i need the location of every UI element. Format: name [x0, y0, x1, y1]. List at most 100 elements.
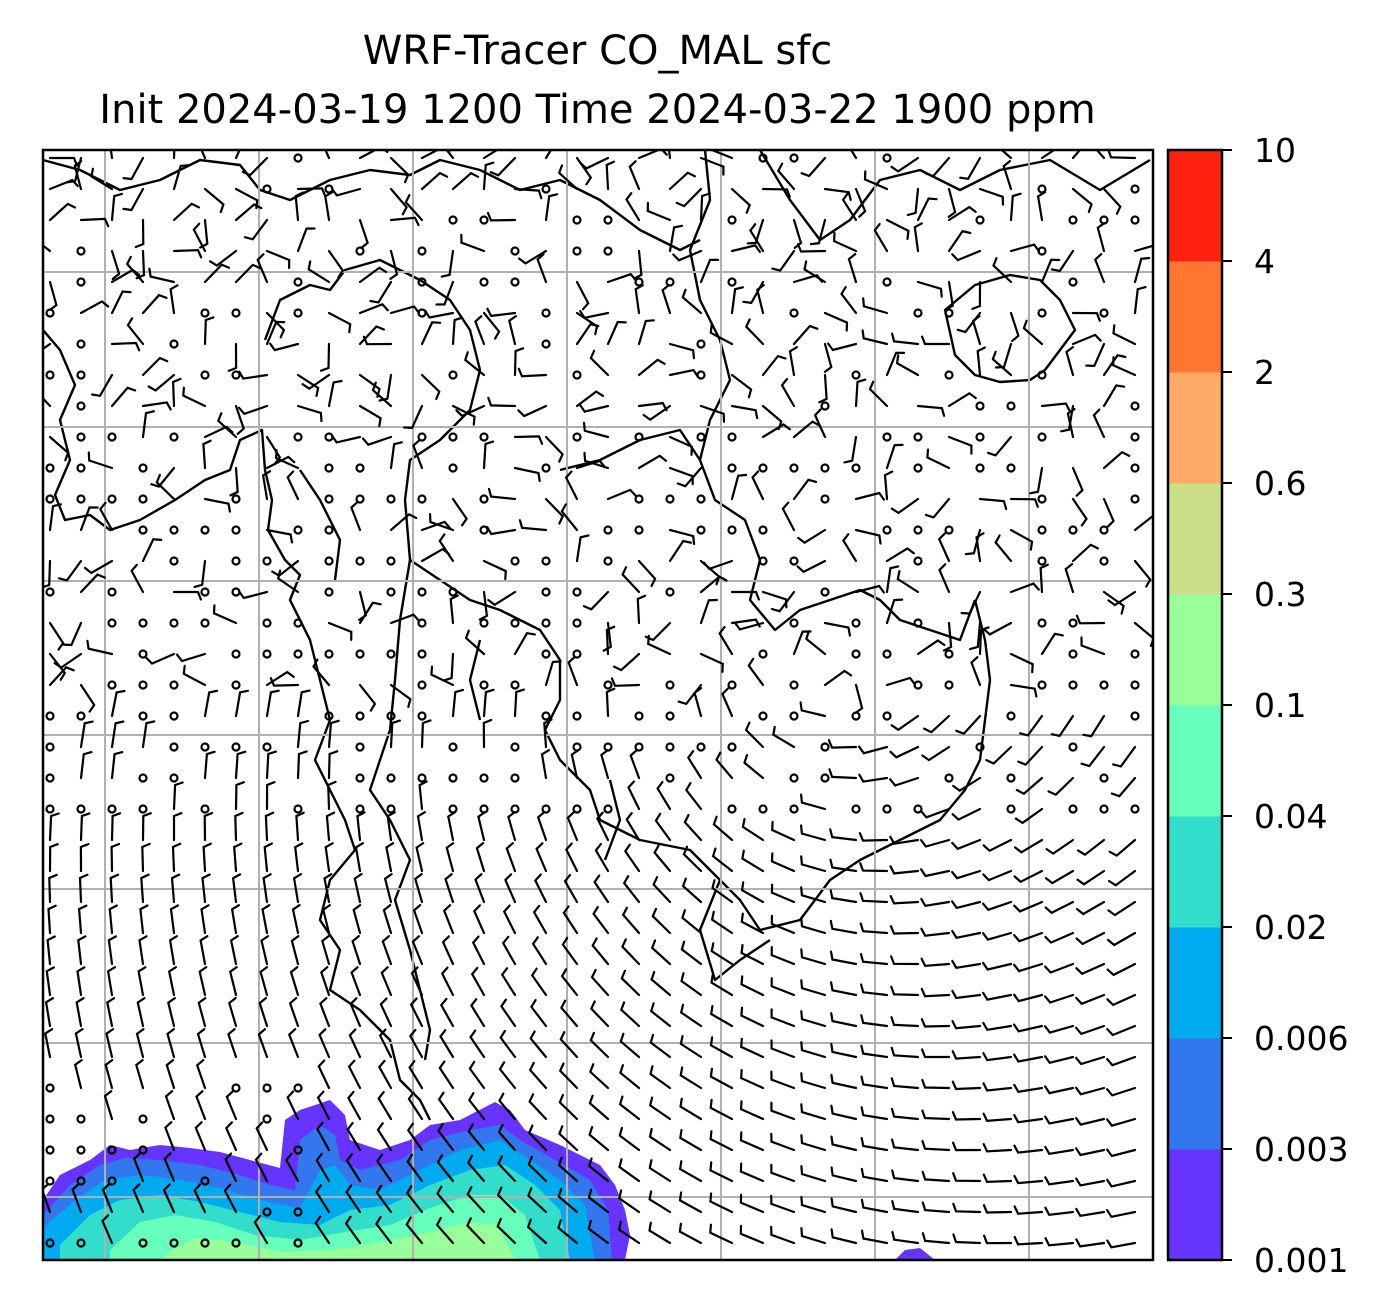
wind-barb	[858, 773, 889, 783]
calm-wind-marker	[262, 649, 272, 659]
calm-wind-marker	[231, 525, 241, 535]
calm-wind-marker	[572, 587, 582, 597]
wind-barb	[83, 559, 114, 575]
wind-barb	[1050, 249, 1075, 273]
calm-wind-marker	[665, 680, 675, 690]
wind-barb	[464, 351, 486, 377]
wind-barb	[823, 342, 833, 373]
calm-wind-marker	[107, 494, 117, 504]
wind-barb	[588, 1126, 610, 1152]
wind-barb	[103, 1090, 114, 1121]
wind-barb	[1002, 160, 1013, 191]
wind-barb	[761, 354, 787, 377]
wind-barb	[420, 321, 442, 346]
wind-barb	[412, 439, 424, 470]
calm-wind-marker	[634, 432, 644, 442]
wind-barb	[921, 1109, 951, 1121]
wind-barb	[788, 346, 798, 377]
wind-barb	[952, 1172, 982, 1183]
wind-barb	[203, 425, 234, 439]
wind-barb	[269, 677, 300, 687]
wind-barb	[772, 725, 796, 749]
calm-wind-marker	[944, 680, 954, 690]
wind-barb	[296, 227, 316, 253]
wind-barb	[854, 187, 867, 218]
wind-barb	[951, 959, 982, 970]
wind-barb	[1013, 900, 1044, 913]
wind-barb	[234, 404, 245, 435]
wind-barb	[291, 904, 301, 935]
wind-barb	[699, 575, 728, 594]
wind-barb	[327, 311, 352, 334]
wind-barb	[296, 719, 310, 749]
wind-barb	[830, 1104, 858, 1121]
wind-barb	[709, 1036, 734, 1059]
calm-wind-marker	[1130, 432, 1140, 442]
wind-barb	[234, 263, 262, 284]
map-panel	[41, 148, 1155, 1262]
calm-wind-marker	[882, 153, 892, 163]
wind-barb	[265, 689, 280, 718]
wind-barb	[91, 373, 114, 398]
wind-barb	[1071, 150, 1082, 160]
wind-barb	[951, 1020, 982, 1030]
wind-barb	[862, 297, 889, 315]
calm-wind-marker	[293, 1238, 303, 1248]
wind-barb	[590, 968, 610, 997]
wind-barb	[513, 187, 543, 200]
wind-barb	[323, 873, 333, 904]
wind-barb	[860, 1044, 889, 1059]
wind-barb	[505, 842, 517, 873]
calm-wind-marker	[45, 742, 55, 752]
calm-wind-marker	[1037, 680, 1047, 690]
wind-barb	[730, 244, 761, 254]
wind-barb	[530, 967, 548, 997]
wind-barb	[863, 170, 889, 191]
calm-wind-marker	[324, 649, 334, 659]
wind-barb	[796, 243, 827, 253]
wind-barb	[132, 1183, 145, 1214]
colorbar-tick-label: 0.001	[1254, 1241, 1348, 1280]
wind-barb	[411, 935, 424, 966]
wind-barb	[951, 838, 982, 851]
wind-barb	[730, 187, 752, 214]
calm-wind-marker	[169, 773, 179, 783]
wind-barb	[199, 935, 209, 966]
calm-wind-marker	[727, 463, 737, 473]
wind-barb	[327, 379, 343, 408]
wind-barb	[263, 842, 273, 873]
wind-barb	[751, 470, 765, 501]
wind-barb	[976, 346, 986, 377]
calm-wind-marker	[758, 804, 768, 814]
wind-barb	[575, 390, 605, 408]
wind-barb	[589, 1000, 610, 1028]
wind-barb	[709, 1223, 734, 1245]
wind-barb	[381, 935, 393, 966]
calm-wind-marker	[510, 680, 520, 690]
wind-barb	[500, 998, 517, 1028]
calm-wind-marker	[541, 804, 551, 814]
calm-wind-marker	[1037, 184, 1047, 194]
calm-wind-marker	[138, 649, 148, 659]
wind-barb	[916, 280, 943, 298]
wind-barb	[559, 1031, 579, 1059]
wind-barb	[951, 989, 982, 1000]
wind-barb	[1106, 1024, 1137, 1037]
wind-barb	[982, 991, 1013, 1001]
calm-wind-marker	[1099, 308, 1109, 318]
wind-barb	[613, 652, 641, 672]
calm-wind-marker	[417, 618, 427, 628]
calm-wind-marker	[1099, 804, 1109, 814]
wind-barb	[699, 258, 720, 284]
wind-barb	[710, 942, 734, 966]
wind-barb	[776, 162, 796, 191]
calm-wind-marker	[262, 1114, 272, 1124]
wind-barb	[890, 1046, 920, 1059]
wind-barb	[316, 1121, 331, 1152]
wind-barb	[575, 280, 590, 311]
wind-barb	[489, 156, 517, 177]
colorbar-tick-label: 10	[1254, 131, 1296, 170]
wind-barb	[800, 1134, 827, 1152]
wind-barb	[699, 652, 724, 673]
wind-barb	[1044, 900, 1075, 915]
